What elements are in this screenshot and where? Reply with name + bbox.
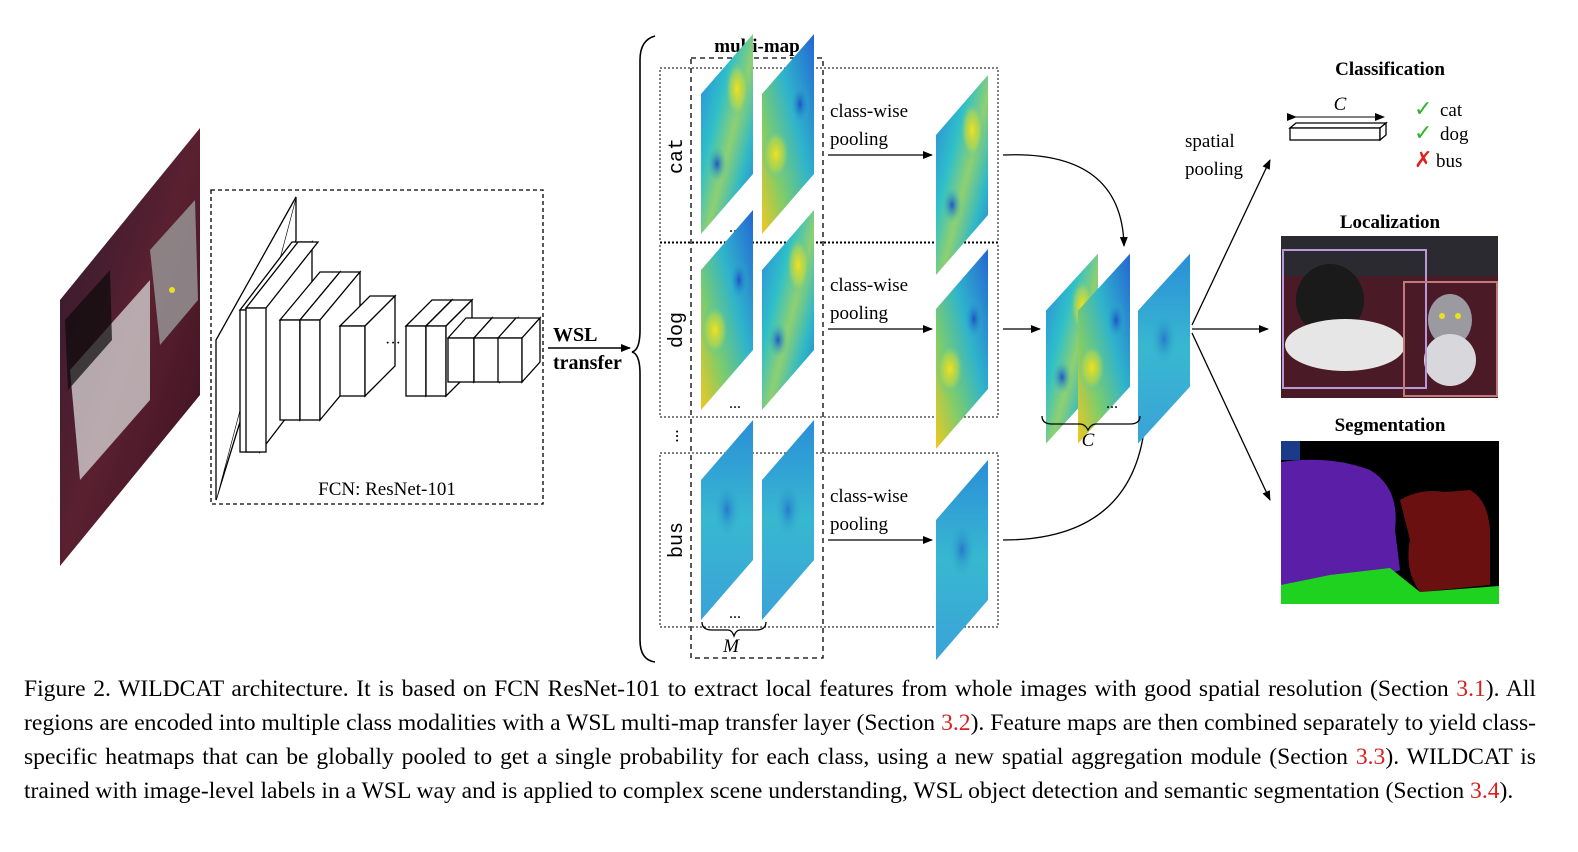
heatmap-cat-1 — [701, 34, 753, 234]
pooling-cat: class-wise pooling — [828, 101, 933, 159]
c-brace — [1041, 415, 1141, 432]
svg-text:✗: ✗ — [1414, 147, 1432, 172]
spatial-pooling-line2: pooling — [1185, 159, 1244, 180]
heatmap-bus-1 — [701, 420, 753, 620]
multimap-label: multi-map — [714, 36, 800, 57]
caption-text-5: ). — [1499, 778, 1514, 804]
spatial-pooling-line1: spatial — [1185, 131, 1235, 152]
backbone-label: FCN: ResNet-101 — [318, 479, 456, 500]
combined-map-3 — [1138, 253, 1190, 444]
curve-arrow-cat — [1002, 154, 1128, 247]
m-brace — [701, 621, 767, 639]
maps-ellipsis-bus: ... — [729, 605, 741, 622]
architecture-figure: ··· FCN: ResNet-101 WSL transfer multi-m… — [60, 34, 1499, 663]
svg-text:✓: ✓ — [1414, 120, 1432, 145]
caption-text-1: Figure 2. WILDCAT architecture. It is ba… — [24, 676, 1457, 702]
heatmap-dog-2 — [762, 210, 814, 410]
svg-text:class-wise: class-wise — [830, 275, 908, 296]
class-label-bus: bus — [666, 522, 689, 558]
class-row-bus — [659, 452, 999, 628]
input-image — [60, 128, 200, 566]
pooled-map-bus — [936, 460, 988, 660]
m-label: M — [722, 636, 740, 657]
class-label-cat: cat — [666, 138, 689, 174]
caption-text-2: ). All regions are encoded into multiple… — [24, 676, 1536, 736]
result-dog: ✓ dog — [1414, 120, 1469, 145]
arrow-to-classification — [1191, 159, 1271, 326]
class-row-dog — [659, 242, 999, 418]
arrow-to-segmentation — [1191, 332, 1271, 501]
section-ref-3-1[interactable]: 3.1 — [1456, 676, 1486, 702]
heatmap-dog-1 — [701, 210, 753, 410]
segmentation-title: Segmentation — [1335, 415, 1446, 436]
svg-text:pooling: pooling — [830, 303, 889, 324]
resnet-layers — [215, 196, 542, 501]
figure-caption: Figure 2. WILDCAT architecture. It is ba… — [24, 672, 1536, 808]
combined-ellipsis: ... — [1106, 395, 1118, 412]
multimap-box — [690, 57, 824, 659]
svg-text:class-wise: class-wise — [830, 101, 908, 122]
svg-text:pooling: pooling — [830, 514, 889, 535]
pooling-dog: class-wise pooling — [828, 275, 933, 333]
classification-vector — [1288, 121, 1388, 142]
svg-text:pooling: pooling — [830, 129, 889, 150]
section-ref-3-4[interactable]: 3.4 — [1470, 778, 1500, 804]
svg-text:class-wise: class-wise — [830, 486, 908, 507]
pooled-map-cat — [936, 75, 988, 275]
maps-ellipsis-dog: ... — [729, 395, 741, 412]
pooled-map-dog — [936, 249, 988, 449]
result-bus: ✗ bus — [1414, 147, 1462, 172]
curve-arrow-bus — [1002, 409, 1150, 541]
row-ellipsis: ... — [672, 429, 692, 443]
class-row-cat — [659, 67, 999, 243]
caption-text-4: ). WILDCAT is trained with image-level l… — [24, 744, 1536, 804]
heatmap-cat-2 — [762, 34, 814, 234]
heatmap-bus-2 — [762, 420, 814, 620]
svg-text:bus: bus — [1436, 151, 1462, 172]
classification-vector-label: C — [1334, 94, 1347, 115]
caption-text-3: ). Feature maps are then combined separa… — [24, 710, 1536, 770]
wsl-label-line1: WSL — [553, 324, 597, 346]
pooling-bus: class-wise pooling — [828, 486, 933, 544]
segmentation-map — [1281, 441, 1499, 604]
layer-ellipsis: ··· — [385, 335, 401, 352]
svg-text:dog: dog — [1440, 124, 1469, 145]
result-cat: ✓ cat — [1414, 96, 1463, 121]
class-label-dog: dog — [666, 312, 689, 348]
classification-title: Classification — [1335, 59, 1445, 80]
section-ref-3-3[interactable]: 3.3 — [1355, 744, 1386, 770]
section-ref-3-2[interactable]: 3.2 — [941, 710, 971, 736]
localization-title: Localization — [1340, 212, 1441, 233]
brace — [631, 35, 656, 663]
svg-text:cat: cat — [1440, 100, 1463, 121]
architecture-diagram: ··· FCN: ResNet-101 WSL transfer multi-m… — [60, 34, 1499, 663]
c-label: C — [1082, 430, 1095, 451]
svg-text:✓: ✓ — [1414, 96, 1432, 121]
backbone-box — [210, 189, 544, 505]
localization-image — [1281, 236, 1498, 398]
wsl-label-line2: transfer — [553, 352, 622, 374]
